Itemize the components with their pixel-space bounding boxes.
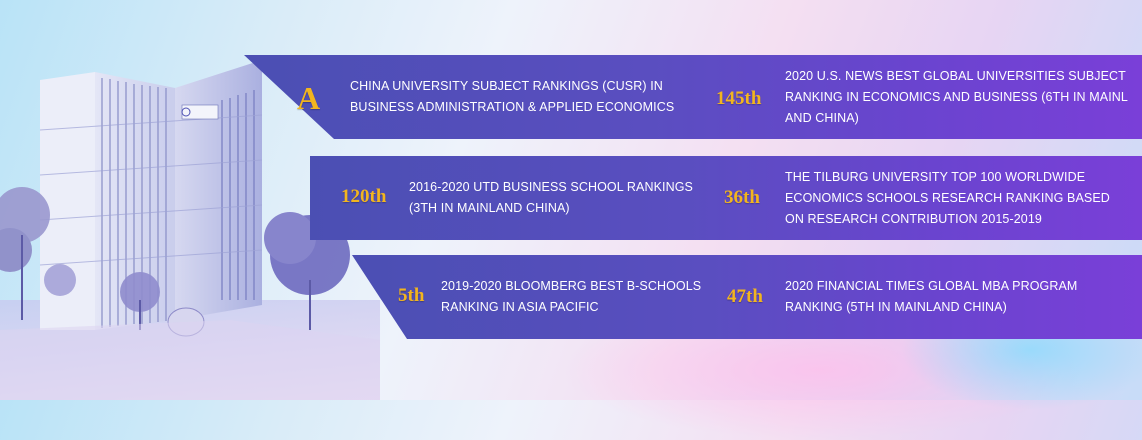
- rank-description: 2016-2020 UTD BUSINESS SCHOOL RANKINGS (…: [409, 180, 693, 215]
- rank-value: 5th: [398, 285, 425, 306]
- rank-description: 2019-2020 BLOOMBERG BEST B-SCHOOLS RANKI…: [441, 279, 702, 314]
- ranking-band-3: [352, 255, 1142, 339]
- rank-description: 2020 U.S. NEWS BEST GLOBAL UNIVERSITIES …: [785, 69, 1128, 125]
- building-illustration: [0, 60, 380, 400]
- ranking-band-2: [310, 156, 1142, 240]
- ranking-band-1: [244, 55, 1142, 139]
- rank-value: 36th: [724, 187, 760, 208]
- rank-description: THE TILBURG UNIVERSITY TOP 100 WORLDWIDE…: [785, 170, 1110, 226]
- rank-description: CHINA UNIVERSITY SUBJECT RANKINGS (CUSR)…: [350, 79, 675, 114]
- rank-value: 145th: [716, 88, 762, 109]
- rank-value: A: [297, 80, 321, 116]
- rank-value: 47th: [727, 286, 763, 307]
- rank-description: 2020 FINANCIAL TIMES GLOBAL MBA PROGRAM …: [785, 279, 1078, 314]
- rank-value: 120th: [341, 186, 387, 207]
